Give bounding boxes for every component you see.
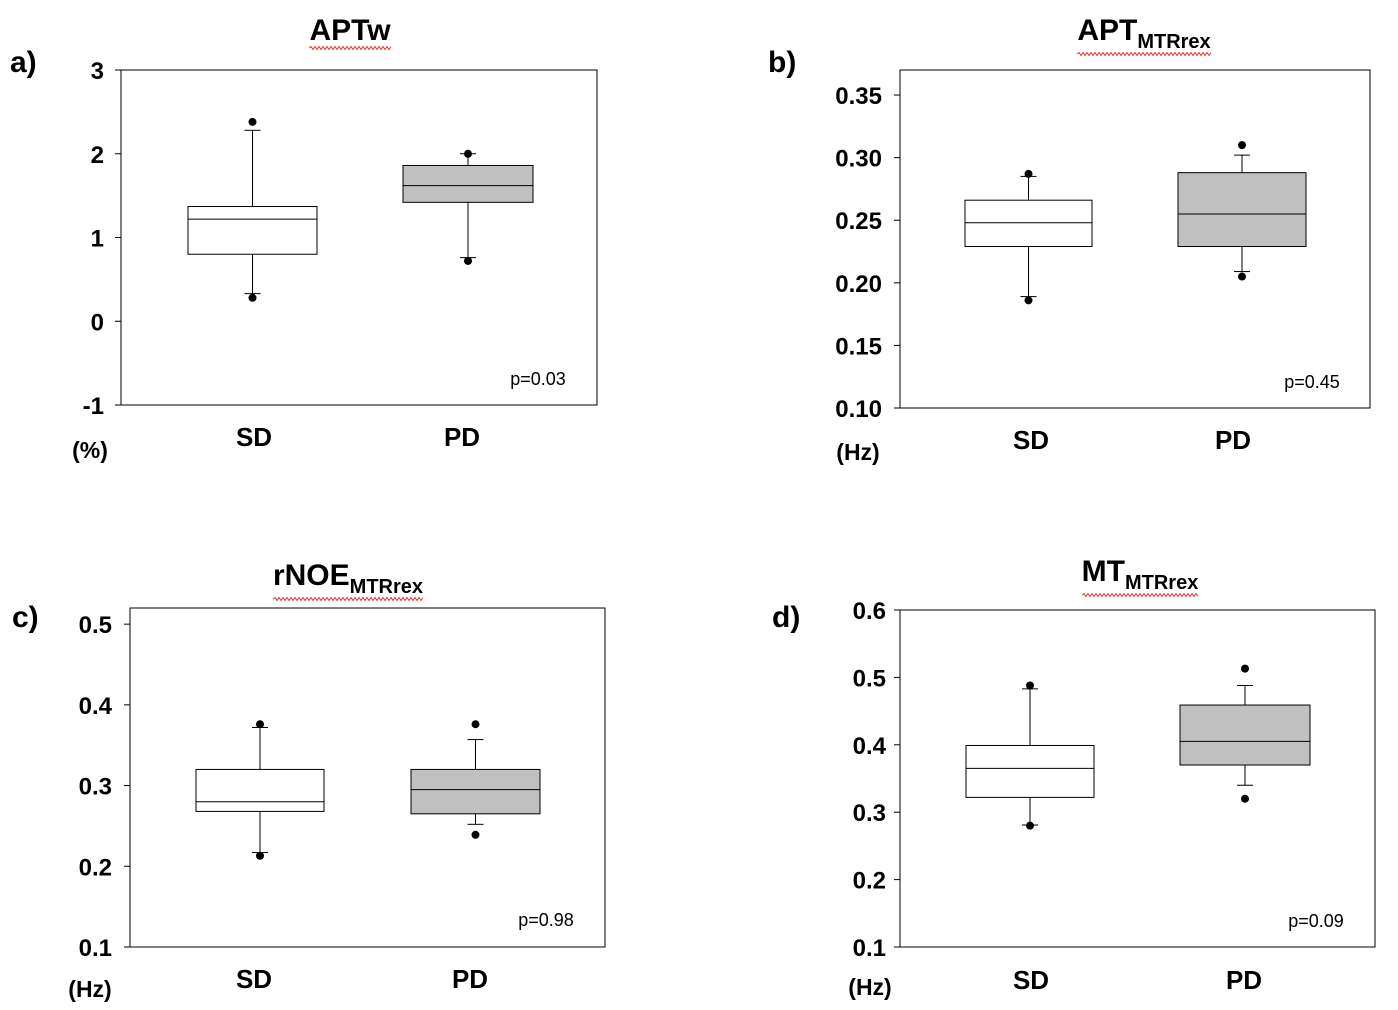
panel-label: c) [12, 601, 39, 634]
p-value-label: p=0.45 [1284, 372, 1340, 392]
y-tick-label: 0.30 [835, 146, 882, 173]
box-iqr [195, 768, 325, 812]
outlier-point [1241, 794, 1249, 803]
y-tick-label: -1 [83, 393, 104, 420]
title-spellcheck-underline [308, 45, 392, 51]
x-category-label: PD [1215, 425, 1251, 455]
title-spellcheck-underline [1081, 592, 1199, 598]
x-category-label: SD [1013, 425, 1049, 455]
chart-title-main: APTw [309, 14, 391, 47]
y-tick-label: 1 [91, 226, 104, 253]
p-value-label: p=0.09 [1288, 911, 1344, 931]
outlier-point [471, 720, 480, 729]
panel-label: b) [768, 46, 796, 79]
y-tick-label: 0.10 [835, 396, 882, 423]
box-pd [402, 149, 534, 265]
y-tick-label: 0 [91, 309, 104, 336]
outlier-point [1026, 681, 1034, 690]
box-sd [187, 117, 318, 302]
box-iqr [402, 164, 534, 203]
chart-title: rNOEMTRrex [273, 559, 423, 598]
box-pd [1177, 141, 1307, 281]
box-sd [195, 720, 325, 860]
chart-title-subscript: MTRrex [1125, 572, 1198, 594]
y-unit-label: (%) [72, 437, 108, 463]
chart-panel-aptw: a) APTw 3 2 1 0 -1 (%) SD PD p=0.03 [10, 14, 598, 463]
y-tick-label: 0.4 [853, 733, 887, 760]
plot-frame [899, 609, 1376, 948]
box-sd [965, 681, 1095, 830]
title-spellcheck-underline [1076, 51, 1212, 57]
box-iqr [964, 199, 1093, 248]
y-tick-label: 0.1 [853, 935, 886, 962]
chart-panel-mt-mtrrex: d) MTMTRrex 0.6 0.5 0.4 0.3 0.2 0.1 (Hz) SD PD p=0.… [772, 555, 1376, 1000]
y-tick-label: 0.3 [79, 774, 112, 801]
chart-title: MTMTRrex [1082, 555, 1199, 594]
y-tick-label: 3 [91, 58, 104, 85]
p-value-label: p=0.98 [518, 910, 574, 930]
outlier-point [1238, 141, 1246, 150]
plot-frame [129, 607, 606, 948]
y-tick-label: 0.1 [79, 935, 112, 962]
plot-frame [899, 69, 1371, 409]
x-category-label: PD [444, 422, 480, 452]
p-value-label: p=0.03 [510, 369, 566, 389]
box-iqr [187, 206, 318, 255]
y-tick-label: 0.3 [853, 800, 886, 827]
box-iqr [1177, 172, 1307, 248]
chart-panel-rnoe-mtrrex: c) rNOEMTRrex 0.5 0.4 0.3 0.2 0.1 (Hz) SD PD p=0.9… [12, 559, 606, 1002]
outlier-point [1241, 664, 1249, 673]
y-tick-label: 0.4 [79, 693, 113, 720]
outlier-point [256, 851, 264, 860]
box-iqr [965, 744, 1095, 798]
y-unit-label: (Hz) [848, 974, 891, 1000]
outlier-point [1024, 296, 1033, 305]
box-iqr [1179, 704, 1311, 766]
outlier-point [248, 117, 257, 126]
outlier-point [1238, 272, 1246, 281]
x-category-label: SD [1013, 965, 1049, 995]
y-tick-label: 0.20 [835, 271, 882, 298]
x-category-label: SD [236, 422, 272, 452]
y-unit-label: (Hz) [836, 439, 879, 465]
chart-title-subscript: MTRrex [350, 576, 423, 598]
box-sd [964, 169, 1093, 305]
x-category-label: PD [1226, 965, 1262, 995]
chart-title-main: MT [1082, 555, 1125, 588]
y-tick-label: 0.15 [835, 333, 882, 360]
y-tick-label: 0.5 [853, 665, 886, 692]
y-tick-label: 0.2 [853, 868, 886, 895]
outlier-point [248, 293, 257, 302]
outlier-point [1024, 169, 1033, 178]
outlier-point [256, 720, 264, 729]
box-pd [410, 720, 541, 839]
y-tick-label: 0.5 [79, 612, 112, 639]
outlier-point [1026, 821, 1034, 830]
outlier-point [471, 830, 480, 839]
chart-title-main: APT [1077, 14, 1137, 47]
chart-title-subscript: MTRrex [1137, 31, 1210, 53]
chart-title: APTw [309, 14, 391, 47]
chart-title: APTMTRrex [1077, 14, 1210, 53]
x-category-label: PD [452, 964, 488, 994]
outlier-point [464, 256, 472, 265]
title-spellcheck-underline [272, 596, 424, 602]
y-tick-label: 2 [91, 142, 104, 169]
panel-label: d) [772, 601, 800, 634]
panel-label: a) [10, 46, 37, 79]
box-pd [1179, 664, 1311, 803]
box-iqr [410, 768, 541, 815]
y-tick-label: 0.6 [853, 598, 886, 625]
y-tick-label: 0.25 [835, 208, 882, 235]
outlier-point [464, 149, 472, 158]
y-unit-label: (Hz) [68, 976, 111, 1002]
chart-title-main: rNOE [273, 559, 350, 592]
x-category-label: SD [236, 964, 272, 994]
y-tick-label: 0.2 [79, 854, 112, 881]
chart-panel-apt-mtrrex: b) APTMTRrex 0.35 0.30 0.25 0.20 0.15 0.10 (Hz) S… [768, 14, 1371, 465]
y-tick-label: 0.35 [835, 83, 882, 110]
